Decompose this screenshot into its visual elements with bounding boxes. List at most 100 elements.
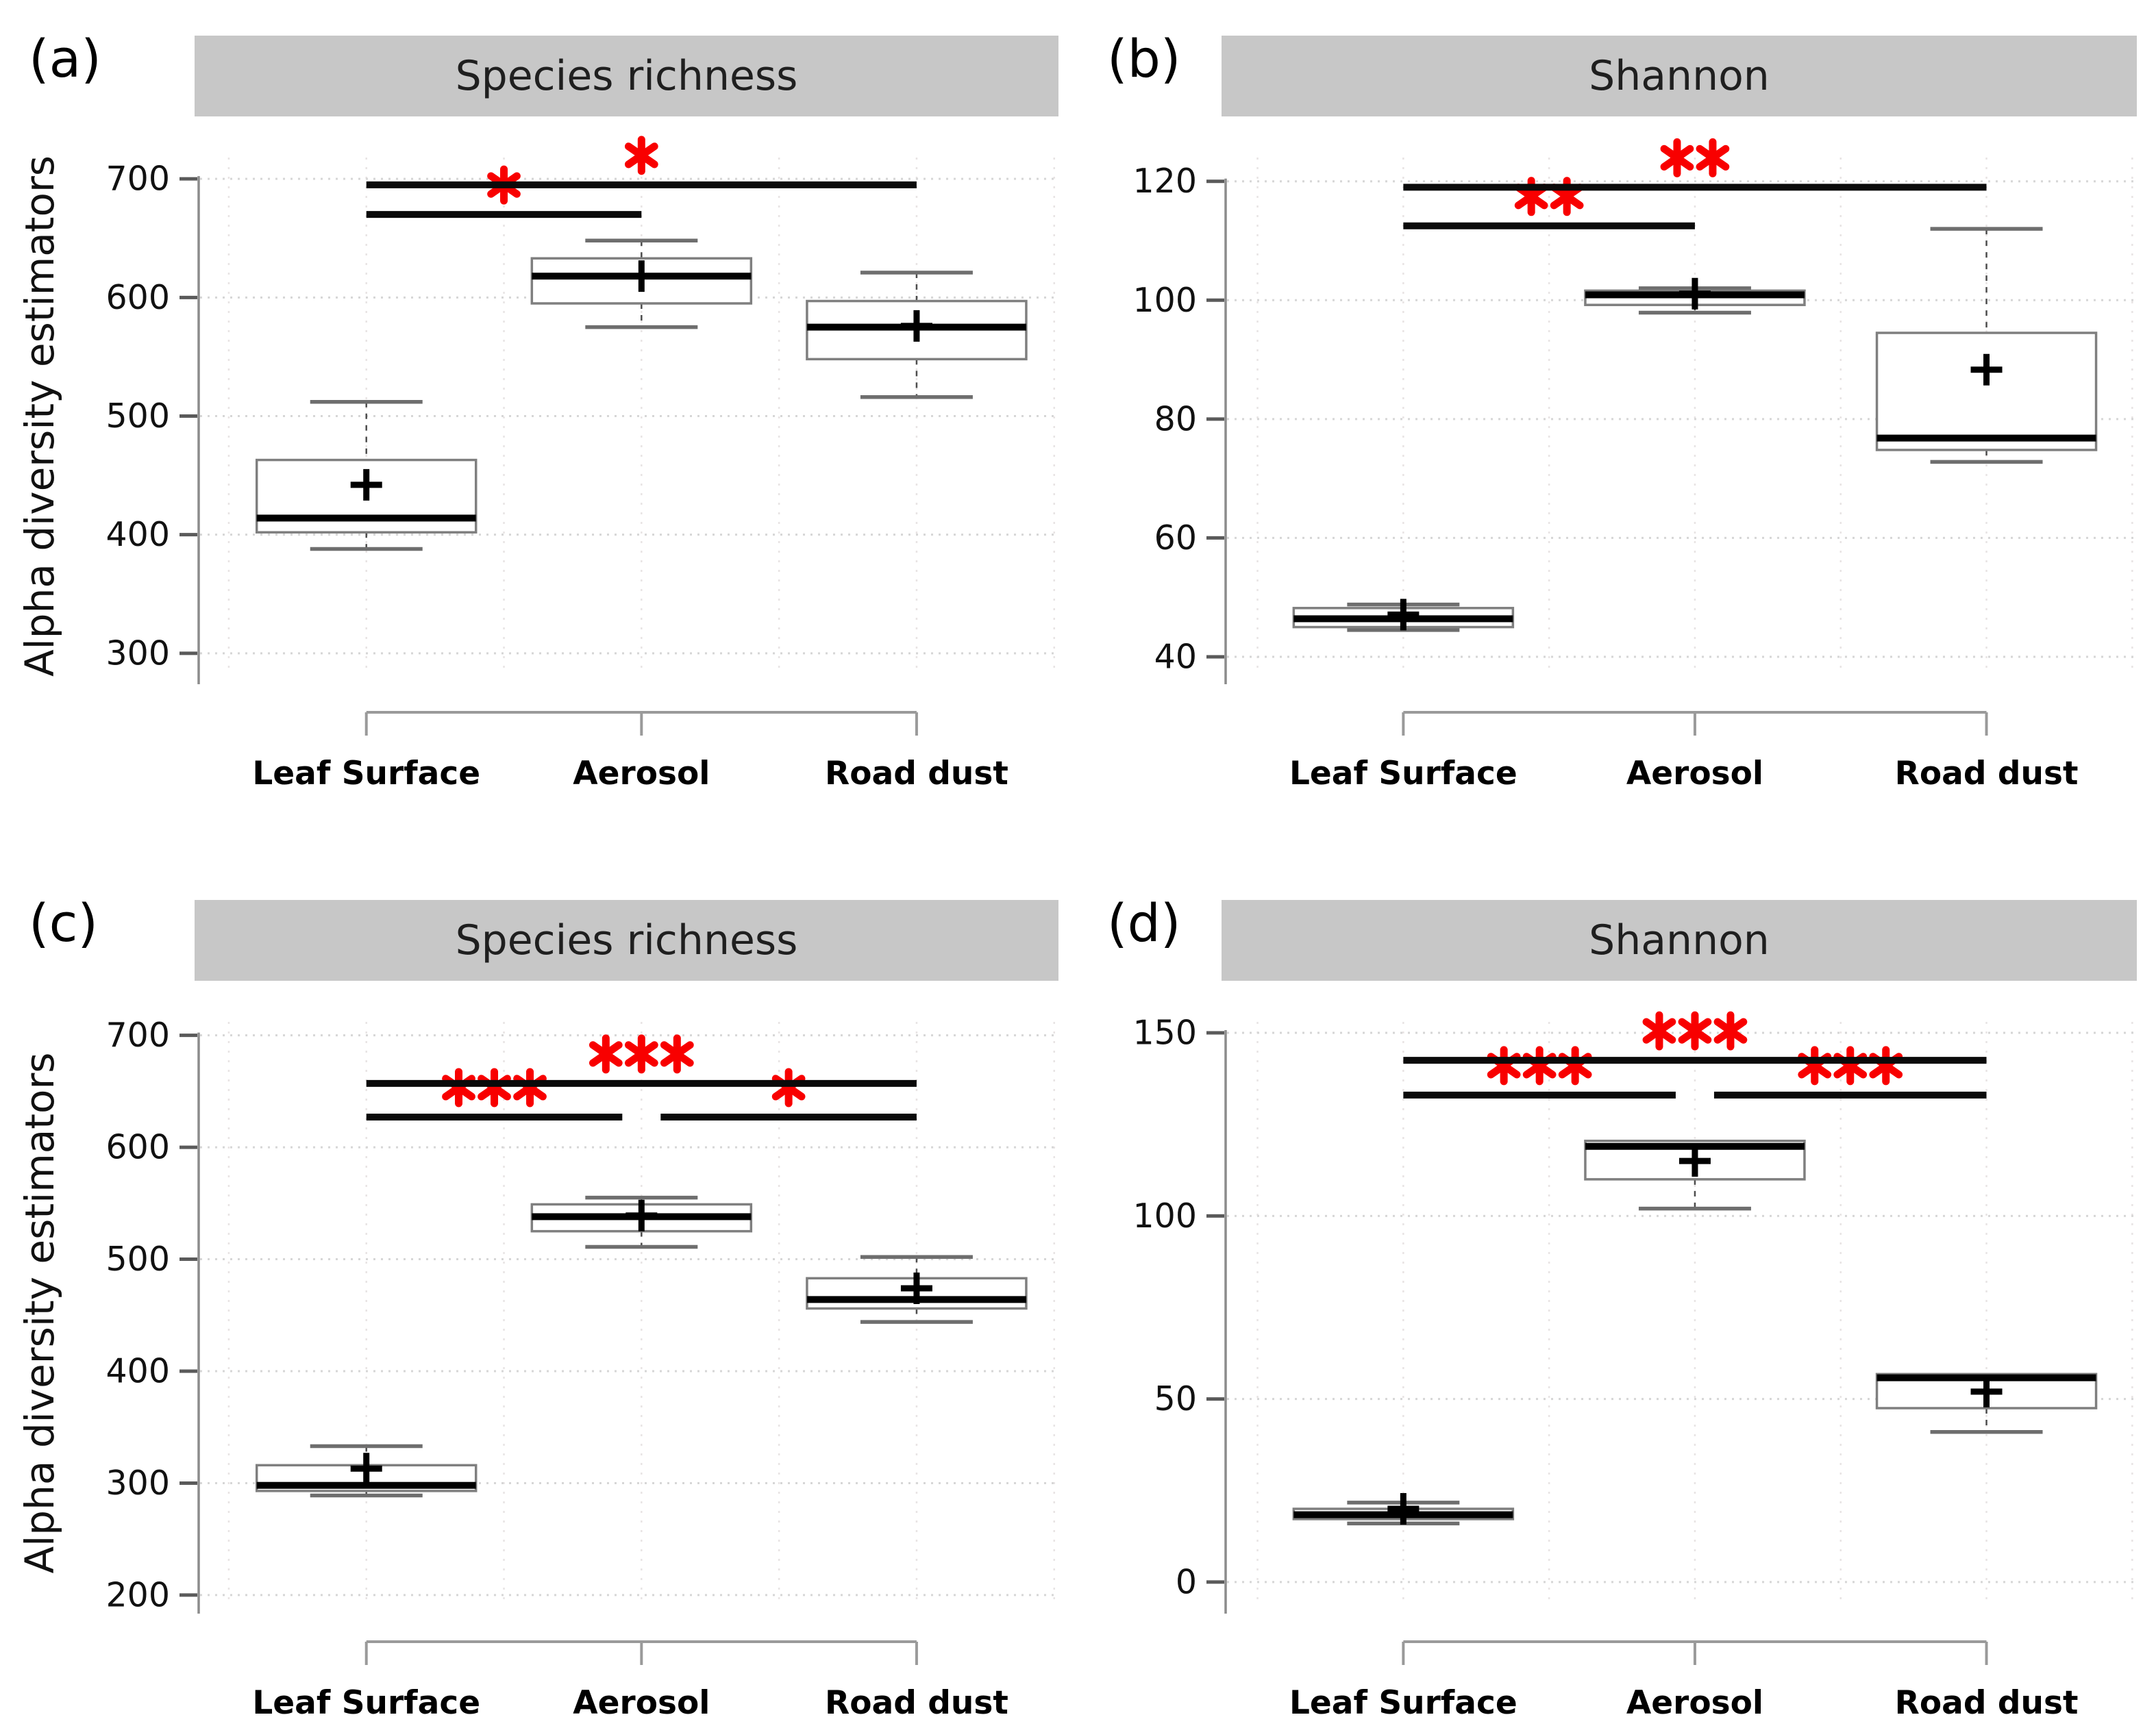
- x-category-label: Leaf Surface: [1289, 755, 1517, 792]
- x-category-label: Aerosol: [1626, 755, 1763, 792]
- iqr-box: [1875, 331, 2098, 451]
- y-tick-label: 60: [1154, 518, 1197, 558]
- panel-label: (a): [29, 28, 101, 89]
- y-tick-label: 150: [1132, 1014, 1197, 1053]
- boxplot-aerosol: [530, 1195, 753, 1249]
- panel-chart-b: (b) Shannon 40 60 80 100 120 Leaf Surface Aeroso…: [1107, 28, 2137, 792]
- y-tick-label: 80: [1154, 399, 1197, 438]
- panel-a: (a) Species richness 300 400 500 600 700 Alpha …: [0, 0, 1078, 864]
- panel-title: Shannon: [1589, 916, 1770, 964]
- boxplot-leaf-surface: [255, 1444, 478, 1498]
- x-category-label: Leaf Surface: [252, 755, 480, 792]
- significance-1-2: [660, 1068, 917, 1120]
- mean-marker: [1387, 599, 1420, 631]
- x-axis-bracket: [364, 711, 918, 736]
- significance-stars: [1660, 138, 1730, 177]
- x-category-label: Road dust: [1895, 1684, 2079, 1722]
- median-line: [256, 1481, 476, 1489]
- median-line: [1876, 434, 2096, 442]
- gridlines: [1227, 158, 2137, 675]
- boxplot-leaf-surface: [1292, 599, 1515, 632]
- y-tick-label: 120: [1132, 162, 1197, 201]
- mean-marker: [350, 1453, 382, 1485]
- y-tick-label: 0: [1176, 1562, 1197, 1601]
- x-category-label: Aerosol: [573, 755, 710, 792]
- y-tick-label: 600: [106, 1128, 170, 1167]
- y-tick-label: 600: [106, 278, 170, 317]
- panel-title: Shannon: [1589, 52, 1770, 100]
- mean-marker: [1970, 353, 2003, 386]
- y-tick-label: 40: [1154, 637, 1197, 676]
- x-axis-bracket: [364, 1640, 918, 1665]
- y-tick-label: 700: [106, 1016, 170, 1055]
- y-axis-title: Alpha diversity estimators: [16, 155, 63, 677]
- significance-0-1: [366, 1068, 623, 1120]
- x-axis-bracket: [1402, 711, 1988, 736]
- significance-0-2: [366, 1034, 917, 1087]
- x-category-label: Road dust: [825, 1684, 1008, 1722]
- boxplot-aerosol: [1584, 277, 1806, 315]
- mean-marker: [1970, 1375, 2003, 1407]
- significance-0-1: [366, 165, 642, 218]
- panel-label: (d): [1107, 892, 1181, 953]
- x-category-label: Aerosol: [1626, 1684, 1763, 1722]
- y-tick-label: 400: [106, 515, 170, 554]
- significance-stars: [442, 1068, 547, 1107]
- boxplot-road-dust: [806, 1255, 1028, 1324]
- y-tick-label: 300: [106, 1464, 170, 1503]
- y-tick-label: 200: [106, 1575, 170, 1614]
- y-tick-label: 500: [106, 1240, 170, 1279]
- boxplot-aerosol: [530, 238, 753, 329]
- significance-1-2: [1713, 1046, 1987, 1099]
- x-category-label: Leaf Surface: [252, 1684, 480, 1722]
- boxplot-road-dust: [1875, 227, 2098, 464]
- y-tick-label: 700: [106, 160, 170, 199]
- x-axis-bracket: [1402, 1640, 1988, 1665]
- y-axis: 0 50 100 150: [1132, 1014, 1227, 1614]
- significance-stars: [1642, 1011, 1748, 1051]
- panel-chart-c: (c) Species richness 200 300 400 500 600 700 Alp…: [16, 892, 1058, 1722]
- mean-marker: [1387, 1493, 1420, 1525]
- x-category-label: Road dust: [1895, 755, 2079, 792]
- panel-c: (c) Species richness 200 300 400 500 600 700 Alp…: [0, 864, 1078, 1728]
- mean-marker: [1678, 277, 1711, 310]
- panel-title-bar: [1222, 36, 2137, 116]
- significance-stars: [588, 1034, 694, 1074]
- panel-title-bar: [195, 36, 1058, 116]
- mean-marker: [625, 1199, 658, 1231]
- y-tick-label: 500: [106, 397, 170, 436]
- significance-stars: [1487, 1046, 1592, 1086]
- mean-marker: [350, 468, 382, 501]
- y-axis-title: Alpha diversity estimators: [16, 1052, 63, 1573]
- y-tick-label: 300: [106, 634, 170, 673]
- boxplot-leaf-surface: [255, 399, 478, 551]
- significance-stars: [624, 136, 658, 175]
- panel-title: Species richness: [456, 916, 798, 964]
- boxplot-road-dust: [1875, 1373, 2098, 1434]
- boxplot-road-dust: [806, 271, 1028, 399]
- mean-marker: [900, 1273, 932, 1305]
- panel-chart-d: (d) Shannon 0 50 100 150 Leaf Surface Aerosol Ro…: [1107, 892, 2137, 1722]
- gridlines: [200, 1022, 1058, 1604]
- panel-chart-a: (a) Species richness 300 400 500 600 700 Alpha …: [16, 28, 1058, 792]
- panel-b: (b) Shannon 40 60 80 100 120 Leaf Surface Aeroso…: [1078, 0, 2156, 864]
- panel-label: (c): [29, 892, 98, 953]
- mean-marker: [625, 260, 658, 292]
- boxplot-leaf-surface: [1292, 1493, 1515, 1526]
- x-category-label: Road dust: [825, 755, 1008, 792]
- y-tick-label: 100: [1132, 281, 1197, 320]
- gridlines: [200, 158, 1058, 675]
- y-tick-label: 100: [1132, 1197, 1197, 1236]
- mean-marker: [1678, 1145, 1711, 1177]
- y-axis: 40 60 80 100 120: [1132, 162, 1227, 684]
- significance-0-1: [1403, 1046, 1676, 1099]
- panel-label: (b): [1107, 28, 1181, 89]
- panel-title-bar: [1222, 900, 2137, 981]
- gridlines: [1227, 1022, 2137, 1604]
- y-axis: 200 300 400 500 600 700: [106, 1016, 200, 1614]
- boxplot-aerosol: [1584, 1139, 1806, 1211]
- x-category-label: Aerosol: [573, 1684, 710, 1722]
- panel-title-bar: [195, 900, 1058, 981]
- x-category-label: Leaf Surface: [1289, 1684, 1517, 1722]
